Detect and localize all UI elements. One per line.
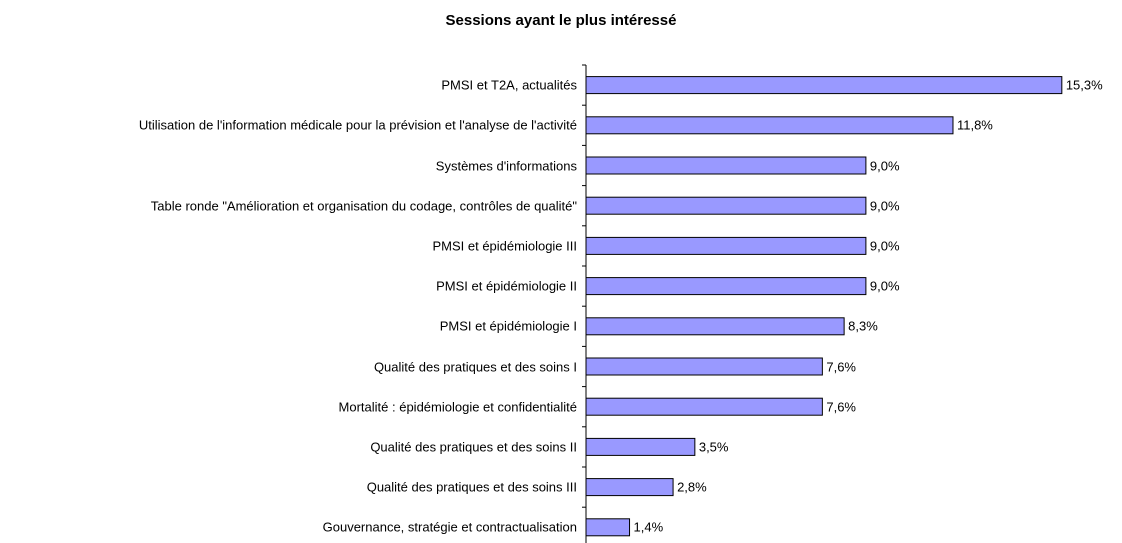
category-label: PMSI et épidémiologie II xyxy=(436,278,577,294)
bar xyxy=(585,317,845,336)
bar xyxy=(585,156,867,175)
value-label: 1,4% xyxy=(633,519,664,535)
value-label: 9,0% xyxy=(869,278,900,294)
category-label: Systèmes d'informations xyxy=(435,158,577,173)
bar xyxy=(585,437,696,456)
value-label: 9,0% xyxy=(869,158,900,173)
bar xyxy=(585,196,867,215)
category-label: PMSI et T2A, actualités xyxy=(441,77,577,93)
category-label: PMSI et épidémiologie III xyxy=(432,238,577,254)
bar xyxy=(585,478,674,497)
category-label: PMSI et épidémiologie I xyxy=(439,318,577,334)
category-label: Qualité des pratiques et des soins II xyxy=(370,439,577,455)
value-label: 3,5% xyxy=(698,439,729,455)
bar xyxy=(585,397,823,416)
bar xyxy=(585,357,823,376)
bar xyxy=(585,116,954,135)
value-label: 7,6% xyxy=(826,399,856,415)
value-label: 2,8% xyxy=(677,479,707,495)
category-label: Qualité des pratiques et des soins III xyxy=(366,479,577,495)
bar xyxy=(585,236,867,255)
value-label: 11,8% xyxy=(956,117,993,133)
value-label: 7,6% xyxy=(826,359,856,374)
value-label: 8,3% xyxy=(848,318,878,334)
value-label: 9,0% xyxy=(869,198,900,214)
category-label: Utilisation de l'information médicale po… xyxy=(138,117,577,133)
value-label: 9,0% xyxy=(869,238,900,254)
chart-title: Sessions ayant le plus intéressé xyxy=(445,12,677,29)
category-label: Gouvernance, stratégie et contractualisa… xyxy=(322,519,577,535)
bar xyxy=(585,277,867,296)
category-label: Qualité des pratiques et des soins I xyxy=(373,359,577,374)
value-label: 15,3% xyxy=(1065,77,1103,93)
bar xyxy=(585,518,631,537)
bar xyxy=(585,76,1063,95)
category-label: Mortalité : épidémiologie et confidentia… xyxy=(338,399,577,415)
category-label: Table ronde "Amélioration et organisatio… xyxy=(150,198,577,214)
